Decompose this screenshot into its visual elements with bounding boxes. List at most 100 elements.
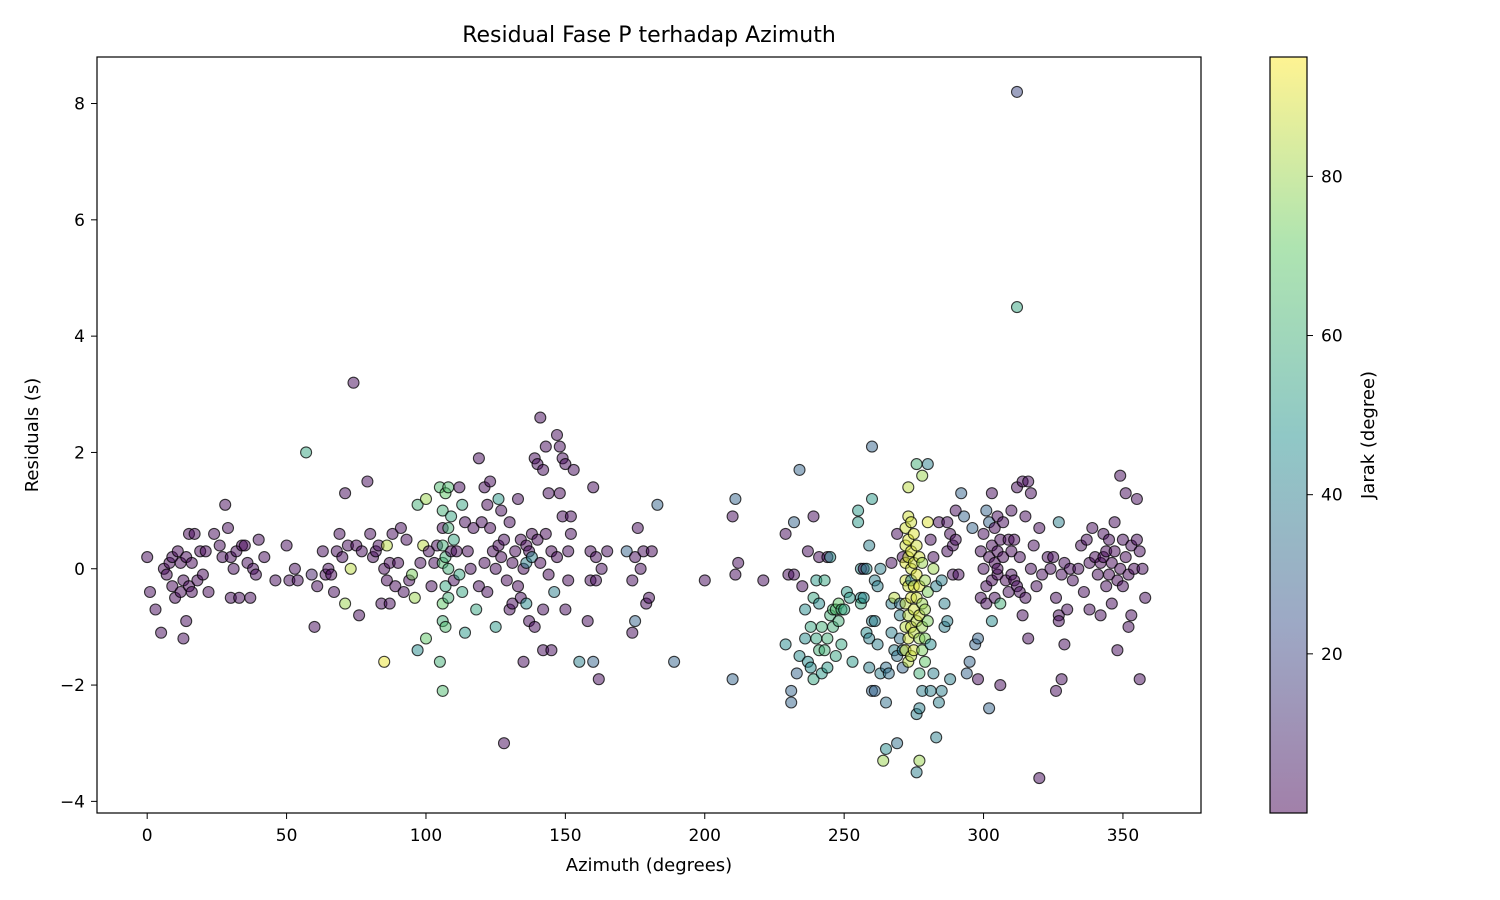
- data-point: [921, 458, 934, 471]
- data-point: [924, 684, 937, 697]
- data-point: [1019, 591, 1032, 604]
- x-tick-label: 300: [967, 826, 999, 846]
- data-point: [1047, 551, 1060, 564]
- data-point: [472, 580, 485, 593]
- data-point: [885, 626, 898, 639]
- data-point: [475, 516, 488, 529]
- data-point: [1022, 632, 1035, 645]
- data-point: [509, 545, 522, 558]
- data-point: [1013, 551, 1026, 564]
- data-point: [1077, 585, 1090, 599]
- data-point: [865, 440, 879, 453]
- data-point: [308, 620, 321, 633]
- data-point: [520, 597, 533, 610]
- data-point: [450, 545, 463, 558]
- data-point: [394, 521, 407, 535]
- data-point: [208, 527, 221, 540]
- data-point: [422, 545, 435, 558]
- data-point: [325, 568, 338, 581]
- data-point: [799, 603, 812, 616]
- data-point: [971, 673, 985, 686]
- data-point: [863, 632, 876, 645]
- data-point: [916, 644, 929, 657]
- data-point: [425, 580, 438, 593]
- x-axis-label: Azimuth (degrees): [566, 855, 732, 876]
- data-point: [1105, 556, 1118, 569]
- data-point: [408, 591, 421, 604]
- data-point: [910, 568, 923, 581]
- data-point: [1130, 533, 1143, 546]
- data-point: [729, 568, 742, 581]
- data-point: [813, 597, 826, 610]
- data-point: [383, 597, 396, 610]
- data-point: [581, 615, 594, 628]
- data-point: [587, 481, 600, 494]
- data-point: [249, 568, 262, 581]
- data-point: [843, 591, 856, 604]
- colorbar-gradient: [1270, 57, 1307, 813]
- data-point: [1133, 545, 1146, 558]
- data-point: [1049, 591, 1063, 604]
- data-point: [835, 638, 848, 651]
- data-point: [924, 638, 937, 651]
- data-point: [1083, 603, 1096, 616]
- data-point: [339, 597, 352, 610]
- data-point: [821, 632, 834, 645]
- data-point: [977, 562, 990, 575]
- y-axis: −4 −2 0 2 4 6 8: [60, 95, 97, 812]
- data-point: [852, 504, 865, 517]
- data-point: [537, 603, 550, 616]
- data-point: [846, 655, 859, 668]
- data-point: [991, 562, 1004, 575]
- data-point: [726, 510, 739, 523]
- data-point: [141, 551, 154, 564]
- data-point: [447, 533, 460, 546]
- data-point: [453, 481, 466, 494]
- data-point: [269, 574, 282, 587]
- data-point: [550, 551, 564, 564]
- data-point: [436, 504, 449, 517]
- data-point: [871, 580, 884, 593]
- data-point: [985, 487, 998, 500]
- data-point: [311, 580, 324, 593]
- data-point: [439, 580, 452, 593]
- data-point: [957, 510, 971, 523]
- data-point: [564, 527, 577, 540]
- data-point: [868, 684, 881, 697]
- data-point: [960, 667, 973, 680]
- data-point: [433, 655, 446, 668]
- data-point: [1116, 533, 1129, 546]
- data-point: [927, 562, 940, 575]
- data-point: [790, 667, 803, 680]
- data-point: [1136, 562, 1149, 575]
- data-point: [361, 475, 374, 488]
- data-point: [885, 556, 898, 569]
- data-point: [1102, 568, 1116, 581]
- data-point: [458, 516, 472, 529]
- data-point: [238, 539, 251, 552]
- data-point: [1114, 469, 1127, 482]
- data-point: [559, 603, 572, 616]
- data-point: [927, 667, 940, 680]
- data-point: [539, 440, 552, 453]
- data-point: [921, 585, 934, 599]
- data-point: [1049, 684, 1063, 697]
- data-point: [971, 632, 985, 645]
- data-point: [542, 487, 555, 500]
- plot-points: [141, 85, 1152, 785]
- data-point: [1102, 533, 1116, 546]
- data-point: [1114, 562, 1127, 575]
- data-point: [160, 568, 173, 581]
- data-point: [143, 585, 157, 599]
- data-point: [548, 585, 561, 599]
- data-point: [629, 551, 642, 564]
- data-point: [1105, 597, 1118, 610]
- colorbar-tick-label: 60: [1321, 327, 1343, 347]
- data-point: [916, 469, 929, 482]
- data-point: [980, 597, 993, 610]
- data-point: [860, 562, 873, 575]
- data-point: [988, 521, 1001, 535]
- data-point: [1008, 533, 1021, 546]
- data-point: [793, 649, 806, 663]
- data-point: [668, 655, 681, 668]
